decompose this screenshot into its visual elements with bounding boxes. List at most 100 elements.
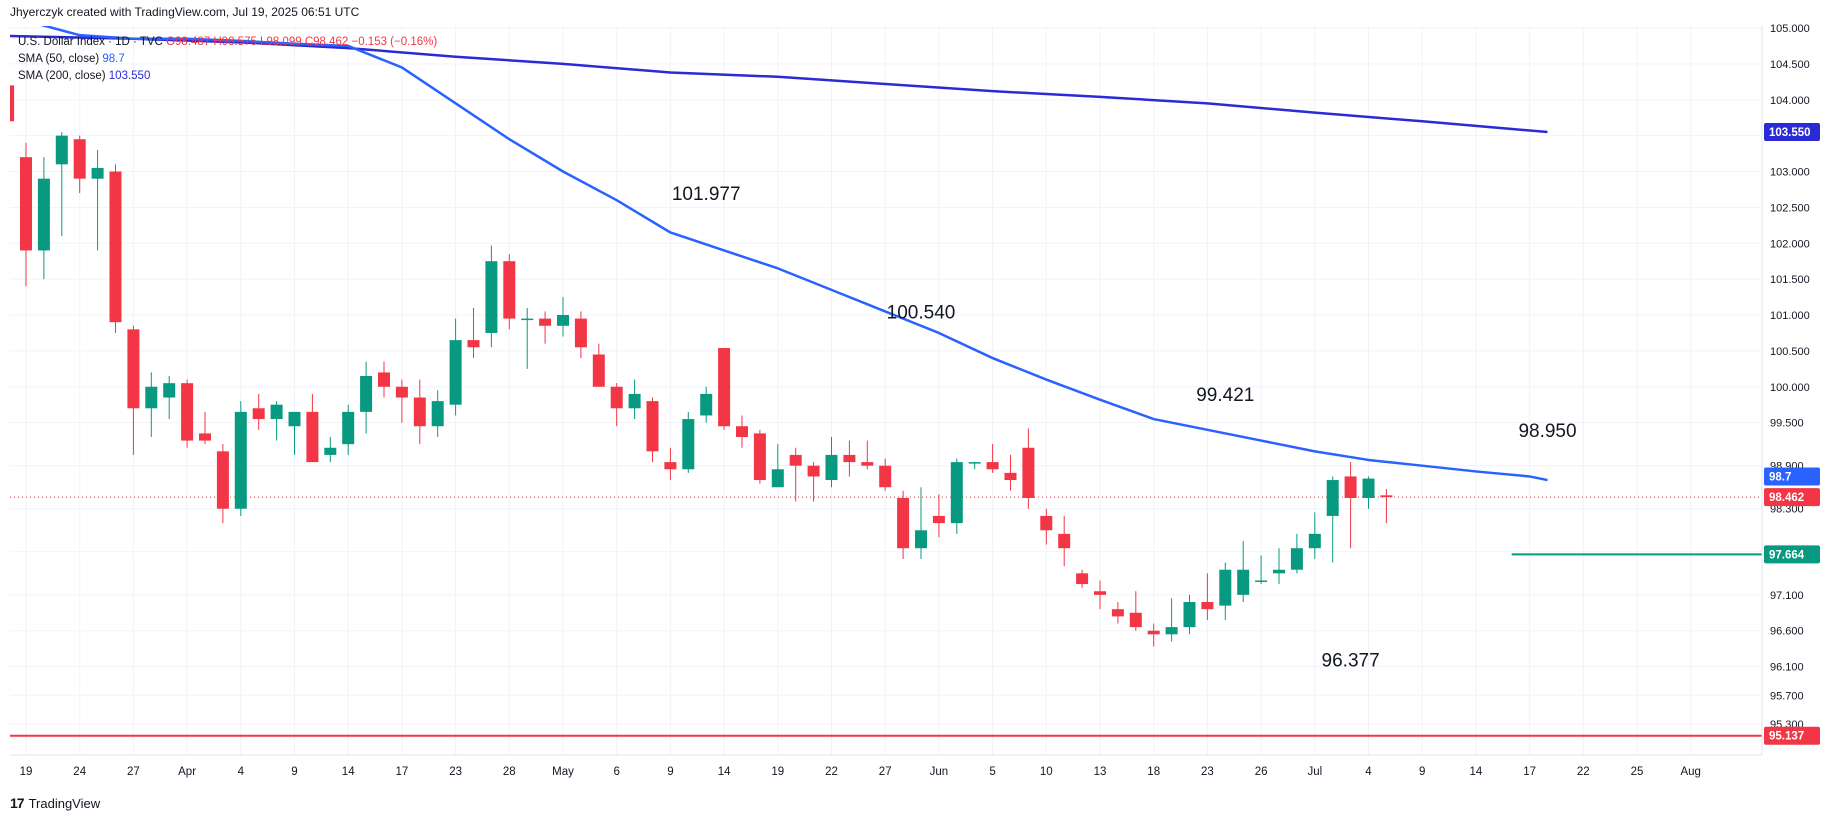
candle xyxy=(306,393,319,463)
x-tick-label: 24 xyxy=(73,766,86,778)
y-tick-label: 95.700 xyxy=(1770,690,1804,702)
candle xyxy=(20,142,32,287)
candle-body xyxy=(306,411,319,463)
candle-body xyxy=(10,85,15,122)
candle-body xyxy=(1344,476,1357,498)
sma200-line xyxy=(10,34,1548,134)
candle-body xyxy=(91,167,104,179)
candle-body xyxy=(1040,515,1053,531)
candle xyxy=(1290,533,1303,574)
candle xyxy=(539,311,552,344)
x-tick-label: 17 xyxy=(1523,766,1536,778)
x-tick-label: Apr xyxy=(178,766,196,778)
y-tick-label: 102.000 xyxy=(1770,238,1810,250)
x-tick-label: 9 xyxy=(1419,766,1425,778)
price-annotation: 101.977 xyxy=(672,184,741,205)
candle xyxy=(1022,428,1035,509)
y-tick-label: 101.000 xyxy=(1770,310,1810,322)
candle-body xyxy=(1022,447,1035,498)
y-tick-label: 96.100 xyxy=(1770,662,1804,674)
candle-body xyxy=(968,462,981,464)
x-tick-label: 27 xyxy=(127,766,140,778)
candle xyxy=(145,372,158,437)
candle-body xyxy=(431,401,444,427)
candle-body xyxy=(718,348,731,427)
x-tick-label: 4 xyxy=(238,766,245,778)
candle xyxy=(270,401,283,441)
candle-body xyxy=(557,315,569,326)
candle xyxy=(1094,580,1106,610)
candle-body xyxy=(1308,533,1321,549)
price-badge-label: 97.664 xyxy=(1769,549,1805,561)
candle xyxy=(1326,476,1339,563)
candle-body xyxy=(1290,548,1303,570)
legend-sma200-name: SMA (200, close) xyxy=(18,70,106,82)
candle-body xyxy=(252,408,265,420)
candle-body xyxy=(1076,573,1089,585)
candle-body xyxy=(1380,495,1393,498)
candle-body xyxy=(932,515,945,524)
x-tick-label: 19 xyxy=(20,766,33,778)
candle xyxy=(1362,476,1375,509)
candle-body xyxy=(1237,569,1250,595)
candle xyxy=(682,411,695,473)
candle xyxy=(843,440,856,477)
x-tick-label: 28 xyxy=(503,766,516,778)
candle xyxy=(700,386,713,423)
candle-body xyxy=(449,340,462,405)
legend-symbol-row[interactable]: U.S. Dollar Index · 1D · TVC O98.487 H98… xyxy=(18,34,437,51)
x-tick-label: 10 xyxy=(1040,766,1053,778)
candle xyxy=(163,376,176,420)
candle-body xyxy=(986,462,999,470)
legend-sma200-row[interactable]: SMA (200, close) 103.550 xyxy=(18,68,437,85)
candle xyxy=(1165,598,1178,642)
candle-body xyxy=(37,178,50,251)
legend-sma50-row[interactable]: SMA (50, close) 98.7 xyxy=(18,51,437,68)
candle xyxy=(968,462,981,470)
candle-body xyxy=(879,465,892,488)
candle xyxy=(825,436,838,488)
x-tick-label: 18 xyxy=(1147,766,1160,778)
tradingview-brand[interactable]: 17 TradingView xyxy=(10,795,100,811)
candle-body xyxy=(592,354,605,387)
candle xyxy=(1040,508,1053,545)
candle-body xyxy=(1129,612,1142,628)
y-tick-label: 105.000 xyxy=(1770,23,1810,35)
candle xyxy=(234,401,247,516)
candle-body xyxy=(1219,569,1232,606)
candle xyxy=(1183,594,1196,635)
candle-body xyxy=(700,393,713,416)
candle xyxy=(610,383,623,427)
x-tick-label: 14 xyxy=(342,766,355,778)
y-tick-label: 103.000 xyxy=(1770,167,1810,179)
candle-body xyxy=(503,261,516,319)
x-tick-label: 23 xyxy=(1201,766,1214,778)
candle-body xyxy=(521,318,534,321)
candle-body xyxy=(288,411,301,427)
chart-legend: U.S. Dollar Index · 1D · TVC O98.487 H98… xyxy=(18,34,437,85)
candle xyxy=(986,444,999,473)
candle xyxy=(1076,569,1089,588)
candle xyxy=(181,379,194,448)
candle xyxy=(1273,548,1285,585)
candle-body xyxy=(574,318,587,348)
x-tick-label: 13 xyxy=(1094,766,1107,778)
candle-body xyxy=(1201,602,1214,610)
candle-body xyxy=(1362,478,1375,498)
price-badge xyxy=(1764,123,1820,142)
candle xyxy=(467,307,480,359)
candle xyxy=(395,379,408,423)
legend-sma50-name: SMA (50, close) xyxy=(18,53,100,65)
price-badge xyxy=(1764,726,1820,745)
x-tick-label: 22 xyxy=(825,766,838,778)
price-badge-label: 98.462 xyxy=(1769,492,1804,504)
candle-body xyxy=(1326,480,1339,516)
price-badge-label: 103.550 xyxy=(1769,127,1811,139)
candle-body xyxy=(825,454,838,481)
x-tick-label: 9 xyxy=(667,766,673,778)
candle-body xyxy=(789,454,802,466)
candle xyxy=(664,447,677,481)
x-tick-label: Jul xyxy=(1307,766,1322,778)
candle-body xyxy=(181,383,194,441)
